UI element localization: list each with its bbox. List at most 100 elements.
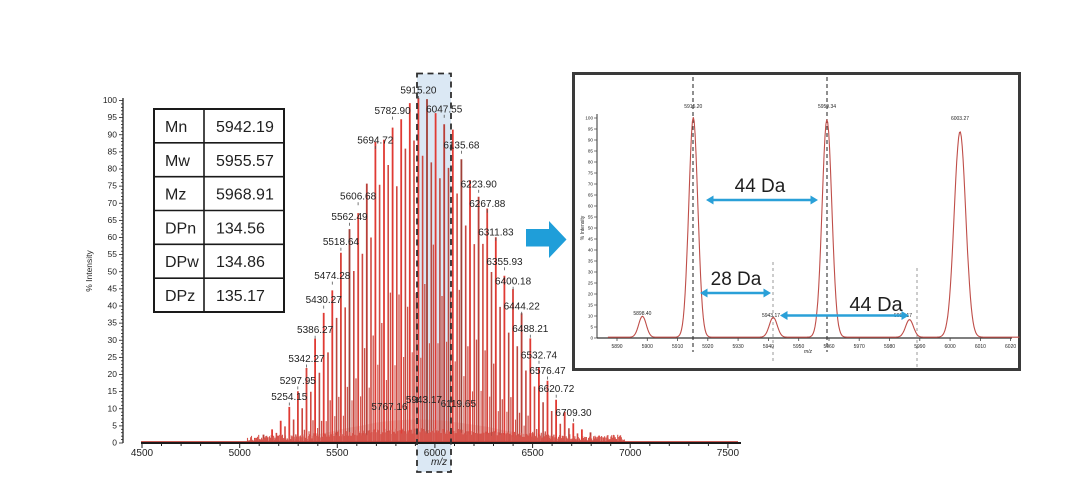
svg-text:6003.27: 6003.27	[951, 116, 969, 122]
svg-text:85: 85	[588, 149, 594, 154]
svg-text:5942.19: 5942.19	[216, 119, 274, 136]
svg-text:5000: 5000	[229, 448, 252, 459]
svg-text:75: 75	[588, 171, 594, 176]
svg-text:55: 55	[588, 215, 594, 220]
svg-text:5: 5	[590, 325, 593, 330]
svg-text:6576.47: 6576.47	[529, 366, 566, 377]
svg-text:5930: 5930	[733, 344, 744, 350]
svg-text:95: 95	[108, 112, 118, 122]
svg-text:6010: 6010	[975, 344, 986, 350]
svg-text:6500: 6500	[521, 448, 544, 459]
svg-text:6000: 6000	[424, 448, 447, 459]
svg-text:70: 70	[108, 198, 118, 208]
svg-text:Mz: Mz	[165, 187, 186, 204]
svg-text:6223.90: 6223.90	[461, 179, 498, 190]
svg-text:65: 65	[588, 193, 594, 198]
svg-text:134.86: 134.86	[216, 254, 265, 271]
svg-text:5959.34: 5959.34	[818, 104, 836, 110]
svg-text:80: 80	[588, 160, 594, 165]
svg-text:5782.90: 5782.90	[375, 106, 412, 117]
svg-text:5940: 5940	[763, 344, 774, 350]
svg-text:5970: 5970	[854, 344, 865, 350]
svg-text:95: 95	[588, 127, 594, 132]
svg-text:45: 45	[108, 284, 118, 294]
svg-text:85: 85	[108, 147, 118, 157]
svg-text:m/z: m/z	[804, 349, 813, 355]
svg-text:25: 25	[588, 281, 594, 286]
svg-text:Mn: Mn	[165, 119, 187, 136]
svg-text:20: 20	[108, 369, 118, 379]
svg-text:6119.65: 6119.65	[441, 399, 477, 410]
svg-text:45: 45	[588, 237, 594, 242]
svg-text:28 Da: 28 Da	[711, 269, 762, 290]
svg-text:5955.57: 5955.57	[216, 153, 274, 170]
svg-text:6444.22: 6444.22	[504, 301, 541, 312]
svg-text:55: 55	[108, 249, 118, 259]
svg-text:5990: 5990	[914, 344, 925, 350]
svg-text:134.56: 134.56	[216, 220, 265, 237]
svg-text:30: 30	[588, 270, 594, 275]
svg-text:5694.72: 5694.72	[357, 136, 394, 147]
svg-text:% Intensity: % Intensity	[84, 249, 94, 291]
svg-text:75: 75	[108, 181, 118, 191]
svg-text:5980: 5980	[884, 344, 895, 350]
svg-text:6047.55: 6047.55	[426, 104, 463, 115]
svg-text:5960: 5960	[823, 344, 834, 350]
svg-text:15: 15	[108, 386, 118, 396]
svg-text:6620.72: 6620.72	[538, 384, 575, 395]
svg-text:65: 65	[108, 215, 118, 225]
svg-text:50: 50	[588, 226, 594, 231]
svg-text:5342.27: 5342.27	[288, 354, 325, 365]
svg-text:5910: 5910	[672, 344, 683, 350]
svg-text:20: 20	[588, 292, 594, 297]
svg-text:0: 0	[112, 438, 117, 448]
svg-text:5950: 5950	[793, 344, 804, 350]
svg-text:40: 40	[588, 248, 594, 253]
svg-text:6020: 6020	[1005, 344, 1016, 350]
svg-text:80: 80	[108, 164, 118, 174]
svg-text:70: 70	[588, 182, 594, 187]
svg-text:DPw: DPw	[165, 254, 199, 271]
svg-text:5915.20: 5915.20	[684, 104, 702, 110]
svg-text:DPz: DPz	[165, 288, 195, 305]
svg-text:40: 40	[108, 301, 118, 311]
svg-text:7000: 7000	[619, 448, 642, 459]
svg-text:44 Da: 44 Da	[735, 176, 786, 197]
svg-text:0: 0	[590, 336, 593, 341]
svg-text:90: 90	[108, 129, 118, 139]
svg-text:5254.15: 5254.15	[271, 392, 308, 403]
svg-text:5500: 5500	[326, 448, 349, 459]
svg-text:35: 35	[588, 259, 594, 264]
svg-text:60: 60	[108, 232, 118, 242]
svg-text:6311.83: 6311.83	[478, 227, 514, 238]
svg-text:5915.20: 5915.20	[400, 86, 437, 97]
svg-text:5900: 5900	[642, 344, 653, 350]
svg-text:m/z: m/z	[431, 457, 447, 468]
svg-text:% Intensity: % Intensity	[580, 215, 586, 240]
svg-text:5386.27: 5386.27	[297, 325, 334, 336]
svg-text:90: 90	[588, 138, 594, 143]
svg-text:10: 10	[588, 314, 594, 319]
svg-text:6488.21: 6488.21	[512, 324, 549, 335]
svg-text:5297.95: 5297.95	[280, 376, 317, 387]
svg-text:44 Da: 44 Da	[849, 294, 903, 316]
svg-text:100: 100	[585, 116, 593, 121]
svg-text:5943.17: 5943.17	[762, 313, 780, 319]
svg-text:6355.93: 6355.93	[486, 257, 523, 268]
svg-text:5562.49: 5562.49	[331, 212, 368, 223]
svg-text:4500: 4500	[131, 448, 154, 459]
svg-text:60: 60	[588, 204, 594, 209]
svg-text:6709.30: 6709.30	[555, 408, 592, 419]
svg-text:6000: 6000	[945, 344, 956, 350]
svg-text:50: 50	[108, 266, 118, 276]
svg-text:5430.27: 5430.27	[306, 295, 343, 306]
svg-text:5606.68: 5606.68	[340, 192, 377, 203]
svg-text:6267.88: 6267.88	[469, 199, 506, 210]
svg-text:15: 15	[588, 303, 594, 308]
svg-text:6400.18: 6400.18	[495, 276, 532, 287]
svg-text:5898.40: 5898.40	[633, 311, 651, 317]
svg-text:5474.28: 5474.28	[314, 271, 351, 282]
svg-text:100: 100	[103, 95, 117, 105]
svg-text:35: 35	[108, 318, 118, 328]
svg-text:25: 25	[108, 352, 118, 362]
